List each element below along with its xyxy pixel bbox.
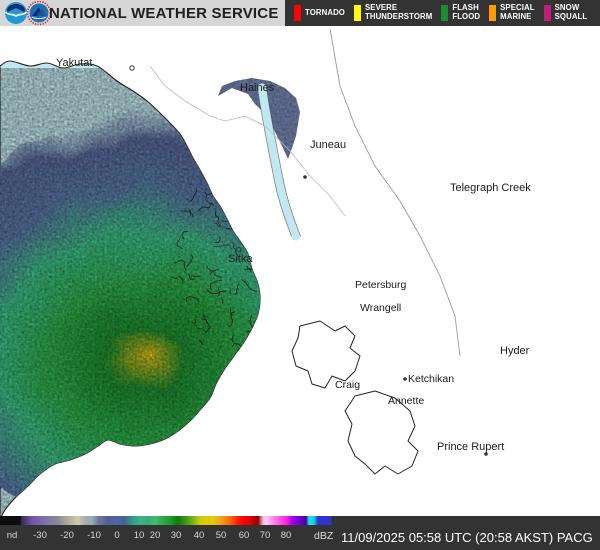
svg-text:Annette: Annette (388, 395, 424, 407)
svg-text:Craig: Craig (335, 379, 360, 391)
svg-text:Hyder: Hyder (500, 345, 530, 357)
svg-text:Sitka: Sitka (228, 253, 253, 265)
svg-text:Yakutat: Yakutat (56, 57, 93, 69)
svg-text:Wrangell: Wrangell (360, 302, 401, 314)
svg-text:Haines: Haines (240, 82, 275, 94)
svg-text:Ketchikan: Ketchikan (408, 373, 454, 385)
svg-text:Telegraph Creek: Telegraph Creek (450, 182, 531, 194)
svg-text:Prince Rupert: Prince Rupert (437, 441, 504, 453)
svg-text:Petersburg: Petersburg (355, 279, 407, 291)
svg-text:Juneau: Juneau (310, 139, 346, 151)
